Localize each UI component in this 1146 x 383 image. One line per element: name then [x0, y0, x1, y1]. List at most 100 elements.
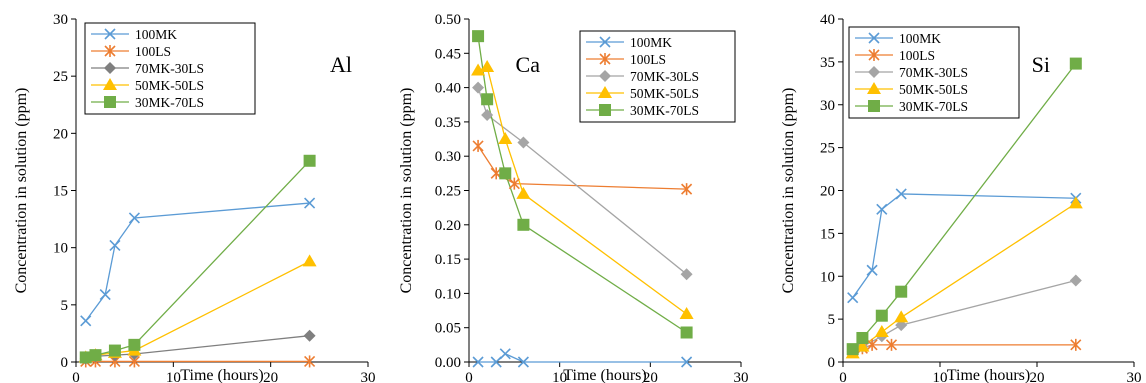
data-point-100mk — [895, 188, 907, 200]
series-line-50mk-50ls — [85, 260, 310, 359]
data-point-70mk-30ls — [680, 268, 693, 281]
legend-label: 50MK-50LS — [135, 78, 204, 93]
data-point-50mk-50ls — [480, 60, 495, 73]
data-point-30mk-70ls — [79, 351, 92, 364]
legend-marker — [104, 96, 116, 108]
data-point-70mk-30ls — [517, 136, 530, 149]
series-line-100ls — [852, 344, 1076, 352]
y-tick-label: 0.25 — [435, 184, 461, 200]
data-point-100mk — [866, 264, 878, 276]
data-point-70mk-30ls — [303, 329, 316, 342]
x-tick-label: 20 — [263, 370, 278, 383]
y-tick-label: 40 — [820, 12, 835, 28]
x-tick-label: 0 — [465, 370, 473, 383]
data-point-100mk — [847, 292, 859, 304]
x-axis-label: Time (hours) — [180, 367, 263, 383]
series-line-100mk — [85, 202, 310, 322]
element-annotation: Ca — [516, 52, 541, 77]
data-point-100mk — [109, 239, 121, 251]
data-point-50mk-50ls — [498, 132, 513, 145]
x-tick-label: 30 — [1127, 370, 1142, 383]
data-point-30mk-70ls — [517, 218, 530, 231]
x-axis-label: Time (hours) — [563, 367, 646, 383]
data-point-100ls — [304, 355, 316, 368]
y-tick-label: 0.20 — [435, 218, 461, 234]
data-point-100mk — [99, 288, 111, 301]
data-point-100mk — [499, 348, 511, 360]
legend-label: 70MK-30LS — [135, 61, 204, 76]
data-point-30mk-70ls — [303, 154, 316, 167]
data-point-50mk-50ls — [874, 324, 889, 337]
x-tick-label: 10 — [933, 370, 948, 383]
y-tick-label: 0 — [828, 355, 836, 371]
x-axis-label: Time (hours) — [947, 367, 1030, 383]
legend-label: 30MK-70LS — [899, 99, 968, 114]
y-tick-label: 5 — [61, 298, 69, 314]
data-point-100ls — [866, 338, 878, 351]
y-tick-label: 0.50 — [435, 12, 461, 28]
chart-panel-al: 0 5 10 15 20 25 30 0 10 20 30 Time (hours) Concentra… — [13, 12, 376, 383]
y-tick-label: 0.45 — [435, 46, 461, 62]
legend-marker — [868, 32, 880, 44]
y-tick-label: 15 — [820, 226, 835, 242]
data-point-100ls — [472, 139, 484, 152]
legend-marker — [104, 45, 116, 57]
legend-marker — [599, 53, 611, 65]
y-tick-label: 20 — [53, 126, 68, 142]
series-line-50mk-50ls — [852, 202, 1077, 354]
legend-label: 100LS — [630, 52, 666, 67]
data-point-50mk-50ls — [471, 63, 486, 76]
y-tick-label: 25 — [820, 141, 835, 157]
y-axis-label: Concentration in solution (ppm) — [398, 88, 415, 294]
legend-marker — [599, 104, 611, 116]
data-point-30mk-70ls — [846, 343, 859, 356]
data-point-30mk-70ls — [875, 309, 888, 322]
data-point-50mk-50ls — [855, 339, 870, 352]
data-point-50mk-50ls — [302, 254, 317, 267]
x-tick-label: 30 — [734, 370, 749, 383]
y-tick-label: 10 — [53, 241, 68, 257]
y-tick-label: 0.10 — [435, 286, 461, 302]
chart-panel-si: 0 5 10 15 20 25 30 35 40 0 10 20 30 Time (hours) Conce… — [780, 12, 1142, 383]
y-tick-label: 30 — [820, 98, 835, 114]
data-point-100ls — [885, 338, 898, 351]
data-point-100mk — [681, 356, 693, 368]
legend-marker — [867, 82, 881, 94]
data-point-30mk-70ls — [680, 326, 693, 339]
y-tick-label: 0.00 — [435, 355, 461, 371]
legend-marker — [599, 36, 611, 48]
element-annotation: Al — [330, 52, 352, 77]
data-point-50mk-50ls — [894, 310, 909, 323]
chart-panel-ca: 0.00 0.05 0.10 0.15 0.20 0.25 0.30 0.35 0.40 0.45… — [398, 12, 749, 383]
element-annotation: Si — [1032, 52, 1050, 77]
y-axis-label: Concentration in solution (ppm) — [780, 88, 797, 294]
legend-label: 30MK-70LS — [630, 103, 699, 118]
legend-label: 100LS — [899, 48, 935, 63]
data-point-50mk-50ls — [679, 306, 694, 319]
legend-marker — [868, 49, 880, 61]
series-line-30mk-70ls — [85, 160, 311, 359]
legend-marker — [598, 86, 612, 98]
data-point-100mk — [876, 203, 888, 215]
legend-marker — [868, 66, 880, 78]
y-axis-label: Concentration in solution (ppm) — [13, 88, 30, 294]
y-tick-label: 35 — [820, 55, 835, 71]
data-point-100ls — [508, 177, 520, 190]
legend-label: 70MK-30LS — [630, 69, 699, 84]
x-tick-label: 0 — [839, 370, 847, 383]
data-point-30mk-70ls — [1069, 57, 1082, 70]
data-point-50mk-50ls — [1068, 196, 1083, 209]
legend-marker — [104, 62, 116, 74]
data-point-30mk-70ls — [472, 30, 485, 43]
x-tick-label: 20 — [1030, 370, 1045, 383]
data-point-50mk-50ls — [516, 186, 531, 199]
legend-marker — [104, 28, 116, 40]
y-tick-label: 30 — [53, 12, 68, 28]
legend-label: 50MK-50LS — [899, 82, 968, 97]
data-point-100ls — [681, 183, 693, 196]
data-point-30mk-70ls — [108, 344, 121, 357]
data-point-100mk — [490, 356, 502, 368]
legend-label: 50MK-50LS — [630, 86, 699, 101]
data-point-100mk — [304, 197, 316, 209]
